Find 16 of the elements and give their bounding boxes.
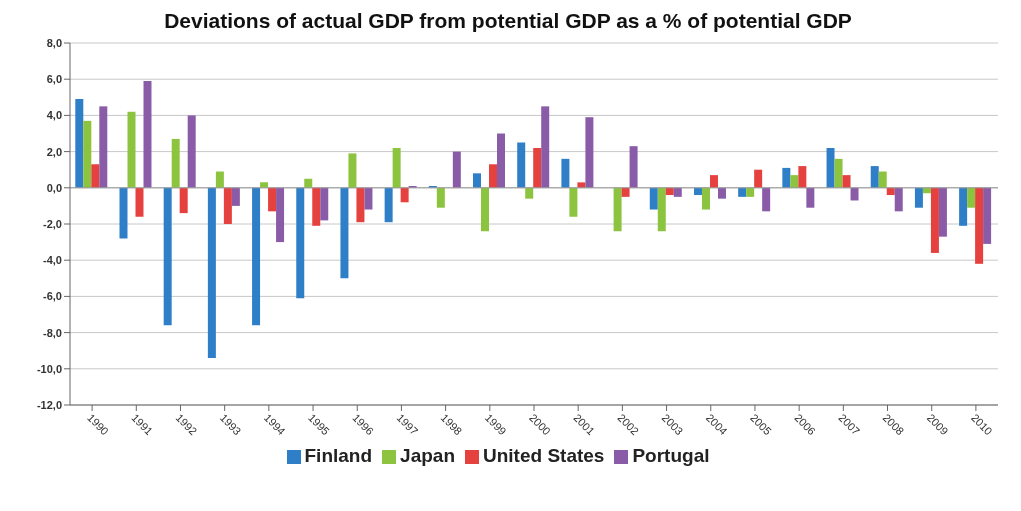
y-tick-label: -4,0	[43, 254, 62, 267]
y-tick-label: -12,0	[36, 398, 62, 411]
y-tick-label: -6,0	[43, 290, 62, 303]
legend-label: Finland	[304, 445, 373, 466]
y-tick-label: 4,0	[46, 109, 62, 122]
legend-label: Portugal	[632, 445, 710, 466]
y-tick-label: -10,0	[36, 362, 62, 375]
y-tick-label: 6,0	[46, 73, 62, 86]
legend-label: Japan	[400, 445, 455, 466]
y-tick-label: 8,0	[46, 36, 62, 49]
legend-label: United States	[483, 445, 605, 466]
y-tick-label: 0,0	[46, 181, 62, 194]
y-tick-label: -8,0	[43, 326, 62, 339]
chart-title: Deviations of actual GDP from potential GDP as a % of potential GDP	[163, 8, 853, 33]
y-tick-label: 2,0	[46, 145, 62, 158]
y-tick-label: -2,0	[43, 217, 62, 230]
